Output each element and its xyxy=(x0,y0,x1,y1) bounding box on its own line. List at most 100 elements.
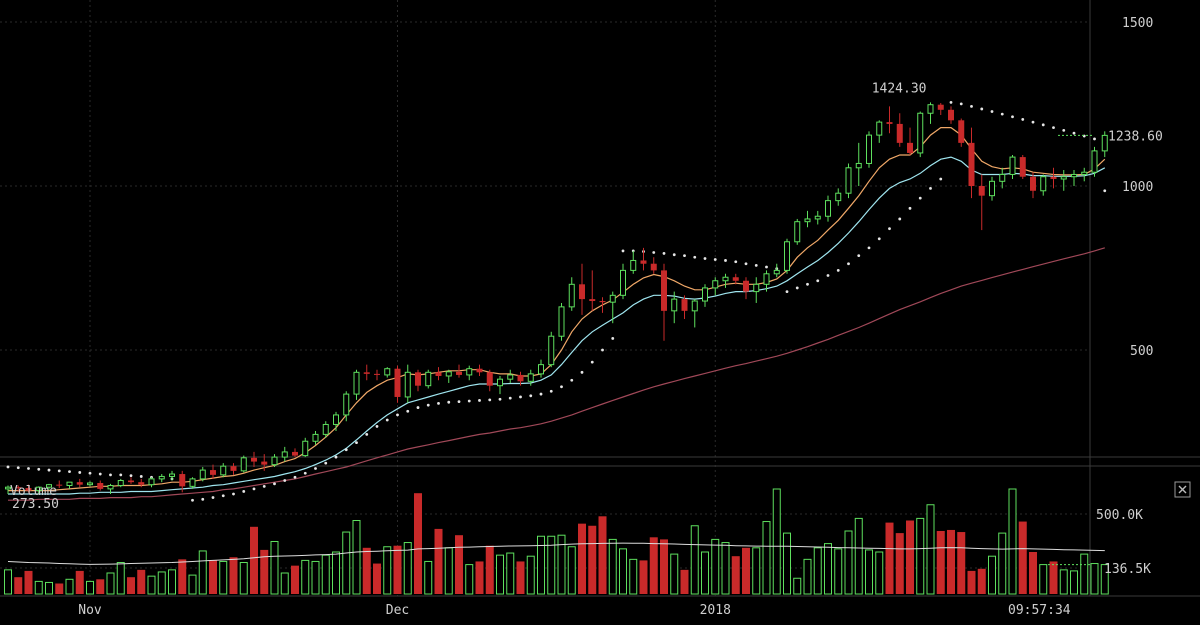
price-tick-1000: 1000 xyxy=(1122,180,1153,195)
volume-bar xyxy=(475,561,484,594)
candle-body xyxy=(835,192,842,202)
psar-dot xyxy=(293,475,297,479)
candle xyxy=(25,484,32,493)
psar-dot xyxy=(570,378,574,382)
candle xyxy=(753,277,760,303)
volume-bar xyxy=(1059,569,1068,595)
candle-body xyxy=(507,374,514,380)
candle-body xyxy=(1040,176,1047,192)
candle xyxy=(1040,174,1047,196)
candle-body xyxy=(548,335,555,366)
candle xyxy=(722,273,729,288)
volume-bar xyxy=(157,571,166,595)
high-price-label: 1424.30 xyxy=(872,81,927,96)
candle-body xyxy=(128,480,134,483)
volume-bar xyxy=(926,504,935,595)
candle xyxy=(773,263,780,278)
candle xyxy=(620,263,626,300)
psar-dot xyxy=(262,484,266,488)
candle xyxy=(794,218,801,245)
volume-bar xyxy=(270,541,279,595)
candle xyxy=(220,463,227,478)
volume-bar xyxy=(516,561,525,594)
psar-dot xyxy=(867,246,871,250)
candle xyxy=(117,478,124,488)
volume-bar xyxy=(567,546,576,595)
volume-bar xyxy=(4,569,12,595)
volume-bar xyxy=(96,579,105,594)
psar-dot xyxy=(437,401,440,405)
candle xyxy=(579,263,585,315)
candle xyxy=(261,454,268,471)
volume-bar xyxy=(957,532,966,594)
candle-body xyxy=(445,371,452,377)
psar-dot xyxy=(621,249,625,253)
psar-dot xyxy=(908,206,912,210)
candle-body xyxy=(620,269,626,296)
volume-bar xyxy=(1100,564,1109,595)
volume-bar xyxy=(147,575,156,595)
candle xyxy=(896,113,903,147)
candle xyxy=(35,486,42,495)
psar-dot xyxy=(847,262,850,266)
candle-body xyxy=(814,215,821,220)
volume-bar xyxy=(547,535,556,595)
candle-body xyxy=(87,482,93,486)
candle xyxy=(486,369,493,392)
x-label-dec: Dec xyxy=(386,603,409,618)
psar-dot xyxy=(314,467,317,470)
volume-bar xyxy=(885,522,894,594)
candle xyxy=(845,163,852,199)
price-tick-1500: 1500 xyxy=(1122,16,1153,31)
psar-dot xyxy=(683,254,686,258)
candle-body xyxy=(1101,134,1108,152)
candle-body xyxy=(989,180,995,197)
candle-body xyxy=(456,371,462,375)
psar-dot xyxy=(1072,131,1076,135)
volume-bar xyxy=(701,551,709,595)
candle-body xyxy=(466,368,473,376)
candle xyxy=(56,480,63,489)
volume-bar xyxy=(362,547,371,594)
volume-bar xyxy=(239,562,248,595)
volume-bar xyxy=(321,554,330,595)
candle xyxy=(958,118,965,147)
volume-bar xyxy=(1029,552,1037,594)
psar-dot xyxy=(611,337,615,340)
candle xyxy=(743,277,749,300)
candle xyxy=(333,411,339,432)
x-label-nov: Nov xyxy=(78,603,102,618)
psar-dot xyxy=(488,398,492,402)
psar-dot xyxy=(201,497,205,501)
psar-dot xyxy=(1093,137,1096,141)
volume-bar xyxy=(352,520,361,595)
psar-dot xyxy=(6,465,10,469)
psar-dot xyxy=(498,397,502,401)
volume-bar xyxy=(106,572,115,595)
candle-body xyxy=(527,373,534,382)
candle-body xyxy=(46,484,52,488)
candle-body xyxy=(15,487,22,489)
candle xyxy=(15,485,22,492)
psar-dot xyxy=(980,107,984,111)
close-x-icon[interactable] xyxy=(1174,481,1191,498)
candle-body xyxy=(948,109,954,121)
candle xyxy=(968,127,975,199)
candle xyxy=(76,478,83,488)
volume-bar xyxy=(557,534,566,595)
candle-body xyxy=(117,480,124,487)
psar-dot xyxy=(27,467,30,470)
candle-body xyxy=(230,466,237,471)
psar-dot xyxy=(232,492,235,496)
candle-body xyxy=(640,260,647,264)
psar-dot xyxy=(1011,115,1014,119)
psar-dot xyxy=(447,400,451,404)
psar-dot xyxy=(252,487,256,491)
psar-dot xyxy=(109,473,112,477)
candle-body xyxy=(97,483,104,489)
volume-bar xyxy=(168,569,176,595)
candle xyxy=(240,455,247,473)
candle-body xyxy=(558,306,565,337)
candle xyxy=(343,391,350,422)
candle xyxy=(5,485,11,495)
